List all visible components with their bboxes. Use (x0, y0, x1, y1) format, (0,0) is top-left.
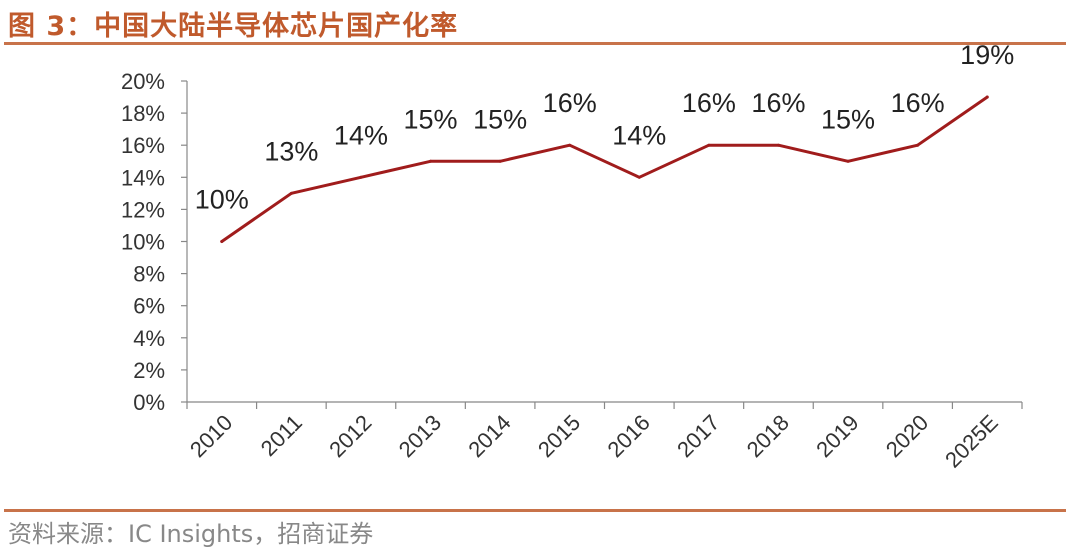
data-point (220, 240, 224, 243)
x-tick-label: 2015 (533, 410, 585, 462)
data-point (568, 143, 572, 147)
x-tick-label: 2018 (742, 410, 794, 462)
data-point (498, 159, 502, 163)
y-tick-label: 2% (133, 358, 165, 383)
x-tick-label: 2016 (603, 410, 655, 462)
data-label: 14% (334, 120, 388, 150)
data-label: 15% (404, 104, 458, 134)
x-tick-label: 2013 (394, 410, 446, 462)
data-label: 16% (682, 88, 736, 118)
y-tick-label: 20% (121, 69, 165, 94)
x-tick-label: 2012 (324, 410, 376, 462)
y-tick-label: 8% (133, 262, 165, 287)
y-tick-label: 18% (121, 101, 165, 126)
x-tick-label: 2011 (256, 410, 307, 461)
x-tick-label: 2020 (881, 410, 933, 462)
y-tick-label: 12% (121, 197, 165, 222)
data-label: 15% (473, 104, 527, 134)
y-axis: 0% 2% 4% 6% 8% 10% 12% 14% 16% 18% 20% (121, 69, 188, 415)
data-label: 10% (195, 185, 249, 215)
data-label: 16% (543, 88, 597, 118)
y-tick-label: 6% (133, 294, 165, 319)
data-label: 16% (751, 88, 805, 118)
y-tick-label: 4% (133, 326, 165, 351)
y-tick-label: 16% (121, 133, 165, 158)
figure-title: 图 3：中国大陆半导体芯片国产化率 (8, 11, 459, 42)
data-label: 13% (264, 136, 318, 166)
x-tick-label: 2017 (672, 410, 724, 462)
y-tick-label: 10% (121, 230, 165, 255)
x-tick-label: 2010 (185, 410, 237, 462)
x-tick-label: 2025E (940, 410, 1003, 473)
data-point (985, 95, 989, 99)
title-divider (4, 42, 1066, 45)
data-point (429, 159, 433, 163)
source-note: 资料来源：IC Insights，招商证券 (8, 520, 374, 548)
data-label: 15% (821, 104, 875, 134)
data-labels-layer: 10% 13% 14% 15% 15% 16% 14% 16% 16% 15% 16% 19% (195, 40, 1014, 214)
y-tick-label: 14% (121, 165, 165, 190)
data-point (776, 143, 780, 147)
data-label: 16% (891, 88, 945, 118)
line-chart: 0%2%4%6%8%10%12%14%16%18%20% 2010 2011 201… (121, 40, 1023, 473)
footer-divider (4, 509, 1066, 512)
data-point (707, 143, 711, 147)
data-label: 19% (960, 40, 1014, 70)
x-axis: 2010 2011 2012 2013 2014 2015 2016 2017 2018 2019… (185, 401, 1023, 473)
data-point (359, 175, 363, 179)
series-line (220, 95, 989, 243)
data-point (289, 191, 293, 195)
y-tick-label: 0% (133, 390, 165, 415)
x-tick-label: 2019 (811, 410, 863, 462)
data-point (637, 175, 641, 179)
data-point (916, 143, 920, 147)
series-layer (220, 95, 989, 243)
x-tick-label: 2014 (463, 410, 515, 462)
data-label: 14% (612, 120, 666, 150)
data-point (846, 159, 850, 163)
